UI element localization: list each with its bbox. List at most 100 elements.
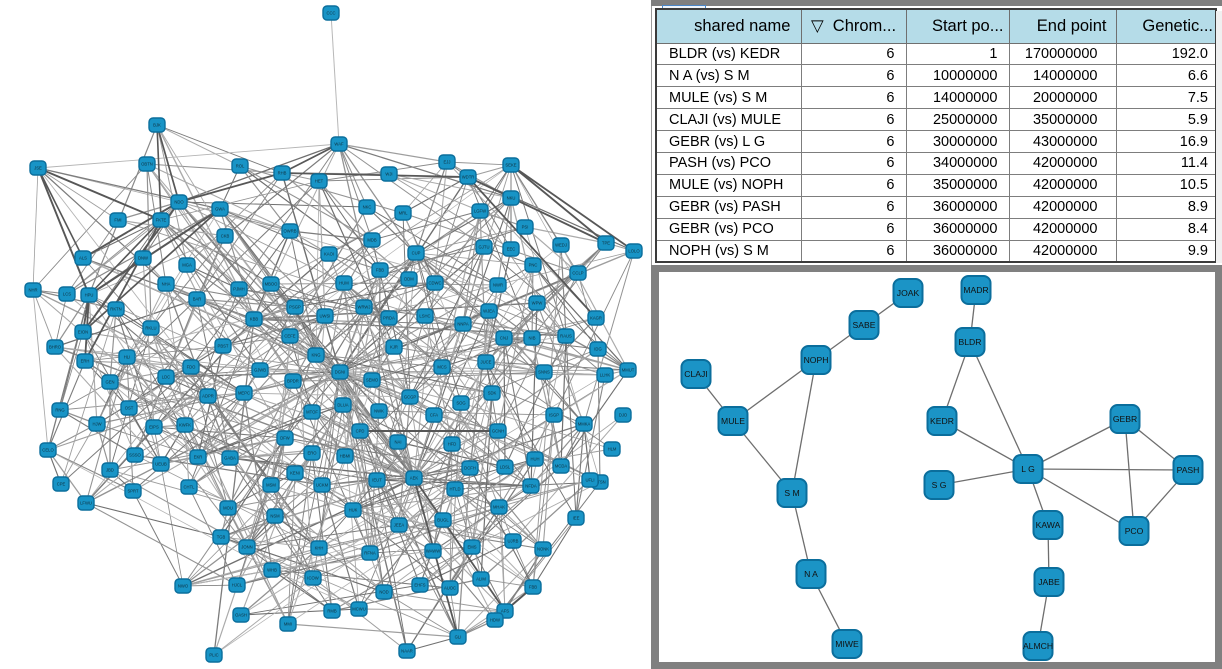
svg-text:PSGP: PSGP [289, 305, 301, 310]
svg-text:GCGP: GCGP [404, 395, 417, 400]
svg-text:MBOO: MBOO [265, 282, 279, 287]
svg-text:IEUT: IEUT [372, 478, 382, 483]
svg-text:FKTE: FKTE [156, 218, 167, 223]
svg-text:MADR: MADR [963, 285, 988, 295]
svg-text:WDTR: WDTR [462, 175, 475, 180]
svg-text:MCDA: MCDA [555, 464, 568, 469]
svg-text:AUOC: AUOC [444, 586, 456, 591]
svg-text:HFD: HFD [448, 442, 457, 447]
svg-text:ROL: ROL [236, 164, 245, 169]
svg-text:NWK: NWK [374, 409, 384, 414]
svg-text:KWFK: KWFK [179, 423, 191, 428]
svg-text:NONK: NONK [537, 547, 549, 552]
svg-text:DJO: DJO [619, 413, 628, 418]
svg-text:HUK: HUK [349, 508, 358, 513]
svg-text:PASH: PASH [1177, 465, 1200, 475]
svg-text:JEEA: JEEA [394, 523, 405, 528]
svg-text:WJI: WJI [385, 172, 392, 177]
svg-text:NDO: NDO [174, 200, 184, 205]
svg-text:WHB: WHB [267, 568, 277, 573]
svg-text:WJEA: WJEA [483, 309, 495, 314]
svg-text:MULE: MULE [721, 416, 745, 426]
svg-text:NOPH: NOPH [804, 355, 829, 365]
svg-text:PLIC: PLIC [209, 653, 218, 658]
svg-text:LSHC: LSHC [419, 314, 430, 319]
svg-text:IEE: IEE [573, 516, 580, 521]
svg-text:ERO: ERO [307, 451, 317, 456]
svg-text:NSM: NSM [270, 514, 280, 519]
svg-text:KAGR: KAGR [590, 316, 602, 321]
svg-text:PSI: PSI [522, 225, 529, 230]
svg-text:UEUB: UEUB [155, 462, 167, 467]
svg-text:RAUS: RAUS [560, 334, 572, 339]
svg-text:S G: S G [932, 480, 947, 490]
svg-text:HJCL: HJCL [232, 583, 243, 588]
svg-text:GEN: GEN [105, 380, 114, 385]
svg-text:NAI: NAI [395, 440, 402, 445]
svg-text:UJRB: UJRB [508, 539, 519, 544]
svg-text:MMKA: MMKA [578, 422, 591, 427]
svg-text:OBTN: OBTN [141, 162, 153, 167]
svg-text:PBST: PBST [218, 344, 229, 349]
svg-text:IDG: IDG [594, 347, 601, 352]
svg-text:HJW: HJW [92, 422, 101, 427]
svg-text:RKLU: RKLU [145, 326, 156, 331]
svg-text:CKB: CKB [221, 234, 230, 239]
svg-text:NHR: NHR [28, 288, 37, 293]
svg-text:OWRB: OWRB [283, 229, 296, 234]
svg-text:HTLD: HTLD [450, 487, 461, 492]
svg-text:ICOW: ICOW [307, 576, 318, 581]
svg-text:CELO: CELO [42, 448, 54, 453]
svg-text:NWR: NWR [493, 283, 503, 288]
svg-text:GCNH: GCNH [492, 429, 504, 434]
svg-text:MMUT: MMUT [622, 368, 635, 373]
svg-text:ERH: ERH [81, 359, 90, 364]
svg-text:LDSL: LDSL [500, 465, 511, 470]
svg-text:RHB: RHB [278, 171, 287, 176]
svg-text:DNW: DNW [138, 256, 148, 261]
svg-text:PRDA: PRDA [383, 316, 395, 321]
svg-text:MHAK: MHAK [493, 505, 505, 510]
svg-text:EION: EION [78, 330, 88, 335]
svg-text:KAOI: KAOI [324, 252, 334, 257]
svg-text:TPE: TPE [602, 241, 610, 246]
svg-text:SEKE: SEKE [505, 163, 516, 168]
svg-text:FBB: FBB [376, 268, 384, 273]
svg-text:L G: L G [1021, 464, 1035, 474]
svg-text:SDK: SDK [488, 391, 497, 396]
svg-text:MIWE: MIWE [835, 639, 859, 649]
svg-text:UFLI: UFLI [585, 478, 594, 483]
svg-text:SSSO: SSSO [129, 453, 141, 458]
svg-text:BPDR: BPDR [287, 379, 299, 384]
svg-text:DGNI: DGNI [335, 370, 345, 375]
svg-text:SOG: SOG [456, 401, 465, 406]
svg-text:CUP: CUP [412, 251, 421, 256]
svg-text:BJK: BJK [153, 123, 161, 128]
svg-text:LOLO: LOLO [628, 249, 640, 254]
svg-text:MTOF: MTOF [306, 410, 318, 415]
svg-text:KENI: KENI [290, 471, 300, 476]
svg-text:WEDJ: WEDJ [555, 243, 567, 248]
svg-text:DFW: DFW [280, 436, 290, 441]
svg-text:EKR: EKR [194, 455, 203, 460]
svg-text:BLDR: BLDR [959, 337, 982, 347]
svg-text:RNG: RNG [55, 408, 64, 413]
svg-text:GJTU: GJTU [479, 245, 490, 250]
svg-text:N A: N A [804, 569, 818, 579]
svg-text:HET: HET [315, 179, 324, 184]
svg-text:CHTL: CHTL [184, 485, 196, 490]
svg-text:CLAJI: CLAJI [684, 369, 707, 379]
svg-text:NFDA: NFDA [525, 484, 537, 489]
svg-text:HPU: HPU [85, 293, 94, 298]
svg-text:FDO: FDO [187, 365, 197, 370]
svg-text:LCS: LCS [63, 292, 71, 297]
svg-text:OST: OST [125, 406, 134, 411]
svg-text:KHH: KHH [315, 546, 324, 551]
svg-text:GLI: GLI [455, 635, 462, 640]
svg-text:NKU: NKU [507, 196, 516, 201]
svg-text:JONN: JONN [241, 545, 252, 550]
svg-text:EHFS: EHFS [414, 583, 425, 588]
svg-text:ALIM: ALIM [476, 577, 486, 582]
svg-text:ISGP: ISGP [549, 413, 559, 418]
svg-text:CPE: CPE [57, 482, 66, 487]
